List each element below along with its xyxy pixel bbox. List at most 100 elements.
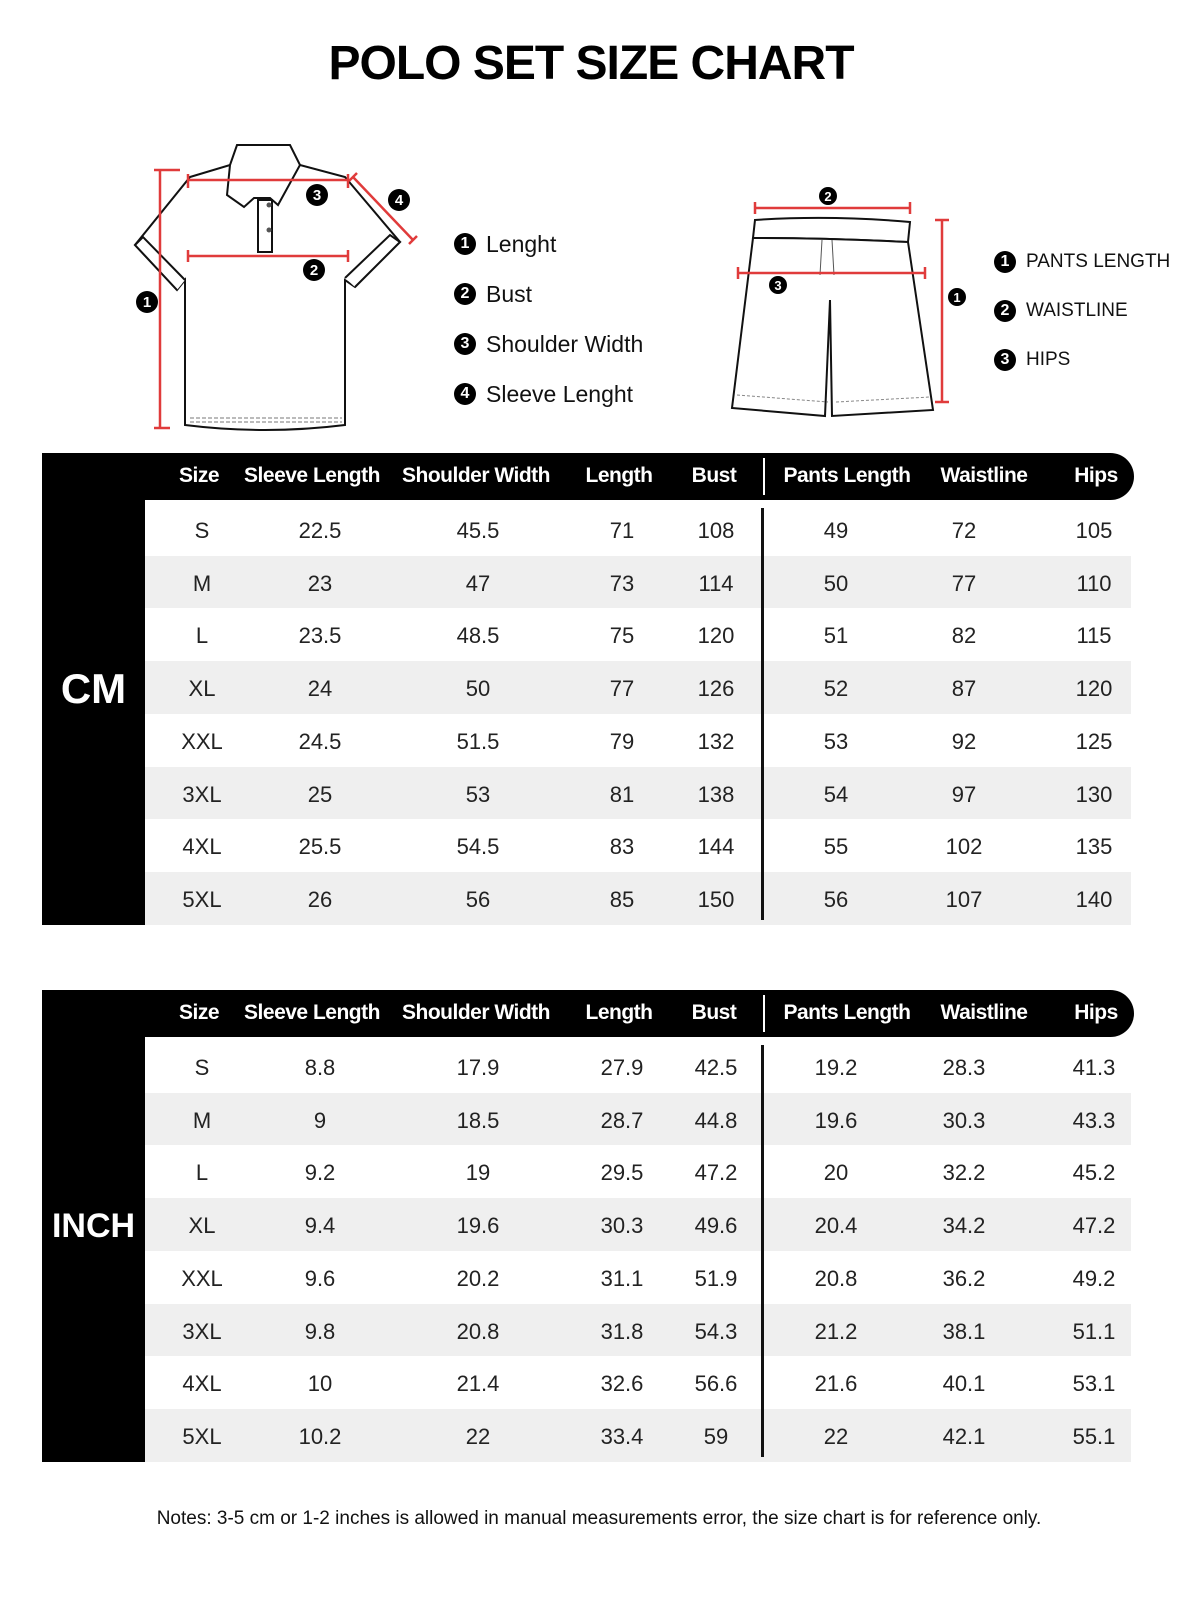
table-cell: 30.3 <box>942 1107 986 1133</box>
table-cell: 41.3 <box>1072 1055 1116 1080</box>
table-cell: 20.4 <box>814 1213 858 1239</box>
table-cell: 19.2 <box>814 1055 858 1080</box>
table-cell: 8.8 <box>304 1055 336 1080</box>
shorts-illustration: 2 3 1 <box>730 187 966 418</box>
legend-label: HIPS <box>1026 348 1071 370</box>
table-cell: XXL <box>181 1265 223 1291</box>
table-cell: 30.3 <box>600 1213 644 1239</box>
column-header: Waistline <box>940 1001 1028 1024</box>
table-cell: 56 <box>465 886 491 912</box>
table-cell: 138 <box>697 781 735 807</box>
column-header: Bust <box>691 464 737 487</box>
table-cell: 77 <box>951 570 977 596</box>
table-cell: 73 <box>609 570 635 596</box>
table-cell: 54.3 <box>694 1318 738 1344</box>
table-cell: S <box>194 1055 210 1080</box>
svg-text:3: 3 <box>774 278 781 293</box>
column-header: Pants Length <box>783 464 911 487</box>
svg-text:4: 4 <box>395 192 404 209</box>
table-row: 3XL 25 53 81 138 54 97 130 <box>145 766 1131 820</box>
table-cell: 25.5 <box>298 834 342 860</box>
table-cell: 20 <box>823 1160 849 1186</box>
table-cell: 72 <box>951 518 977 543</box>
legend-label: PANTS LENGTH <box>1026 250 1171 272</box>
table-cell: 45.2 <box>1072 1160 1116 1186</box>
table-cell: 23.5 <box>298 623 342 649</box>
legend-item: 1 Lenght <box>454 219 643 269</box>
table-cell: 38.1 <box>942 1318 986 1344</box>
column-header: Sleeve Length <box>244 464 380 487</box>
svg-text:1: 1 <box>953 290 960 305</box>
table-row: L 9.2 19 29.5 47.2 20 32.2 45.2 <box>145 1145 1131 1198</box>
column-header: Size <box>178 1001 220 1024</box>
table-cell: 55 <box>823 834 849 860</box>
table-cell: 42.5 <box>694 1055 738 1080</box>
svg-text:3: 3 <box>313 187 321 204</box>
table-cell: 33.4 <box>600 1423 644 1449</box>
legend-item: 2 Bust <box>454 269 643 319</box>
table-cell: 29.5 <box>600 1160 644 1186</box>
table-cell: 36.2 <box>942 1265 986 1291</box>
legend-label: Lenght <box>486 230 557 257</box>
table-row: M 9 18.5 28.7 44.8 19.6 30.3 43.3 <box>145 1092 1131 1146</box>
table-cell: 48.5 <box>456 623 500 649</box>
legend-item: 3 HIPS <box>994 335 1170 384</box>
table-cell: 4XL <box>182 1371 222 1397</box>
table-cell: 44.8 <box>694 1107 738 1133</box>
column-header: Size <box>178 464 220 487</box>
column-header: Hips <box>1074 464 1118 487</box>
table-cell: 132 <box>697 728 735 754</box>
table-cell: S <box>194 518 210 543</box>
table-cell: 28.3 <box>942 1055 986 1080</box>
table-cell: 130 <box>1075 781 1113 807</box>
table-cell: 49.2 <box>1072 1265 1116 1291</box>
table-cell: 31.1 <box>600 1265 644 1291</box>
table-cell: XL <box>188 1213 216 1239</box>
table-cell: 43.3 <box>1072 1107 1116 1133</box>
table-cell: 52 <box>823 676 849 702</box>
table-cell: 53 <box>465 781 491 807</box>
table-cell: 9.2 <box>304 1160 336 1186</box>
table-cell: 53.1 <box>1072 1371 1116 1397</box>
table-cell: 26 <box>307 886 333 912</box>
table-row: 4XL 25.5 54.5 83 144 55 102 135 <box>145 819 1131 872</box>
table-cell: 24 <box>307 676 333 702</box>
number-badge: 4 <box>454 383 476 405</box>
table-header: Size Sleeve Length Shoulder Width Length Bus… <box>42 453 1134 500</box>
table-cell: 32.2 <box>942 1160 986 1186</box>
table-row: M 23 47 73 114 50 77 110 <box>145 555 1131 609</box>
table-row: L 23.5 48.5 75 120 51 82 115 <box>145 608 1131 661</box>
table-cell: 92 <box>951 728 977 754</box>
legend-label: Bust <box>486 280 533 307</box>
column-header: Hips <box>1074 1001 1118 1024</box>
table-cell: 19 <box>465 1160 491 1186</box>
size-table-cm: CM Size Sleeve Length Shoulder Width Length B… <box>42 453 1134 925</box>
table-cell: M <box>192 570 212 596</box>
table-cell: 47.2 <box>694 1160 738 1186</box>
column-divider <box>761 508 764 920</box>
table-cell: 102 <box>945 834 983 860</box>
page-title: POLO SET SIZE CHART <box>328 37 854 90</box>
table-row: S 22.5 45.5 71 108 49 72 105 <box>145 503 1131 556</box>
table-cell: 9.6 <box>304 1265 336 1291</box>
table-cell: L <box>195 1160 209 1186</box>
table-cell: 51.5 <box>456 728 500 754</box>
legend-item: 4 Sleeve Lenght <box>454 369 643 419</box>
table-cell: 107 <box>945 886 983 912</box>
table-cell: 108 <box>697 518 735 543</box>
table-cell: 126 <box>697 676 735 702</box>
table-cell: 79 <box>609 728 635 754</box>
table-header: Size Sleeve Length Shoulder Width Length Bus… <box>42 990 1134 1037</box>
table-cell: 10 <box>307 1371 333 1397</box>
table-cell: XL <box>188 676 216 702</box>
column-header: Bust <box>691 1001 737 1024</box>
column-header: Shoulder Width <box>402 1001 550 1024</box>
table-cell: 20.8 <box>814 1265 858 1291</box>
table-cell: 25 <box>307 781 333 807</box>
table-row: XXL 9.6 20.2 31.1 51.9 20.8 36.2 49.2 <box>145 1251 1131 1304</box>
svg-text:2: 2 <box>824 189 831 204</box>
table-cell: 56 <box>823 886 849 912</box>
table-cell: 83 <box>609 834 635 860</box>
header-divider <box>763 995 765 1032</box>
number-badge: 1 <box>994 250 1016 273</box>
